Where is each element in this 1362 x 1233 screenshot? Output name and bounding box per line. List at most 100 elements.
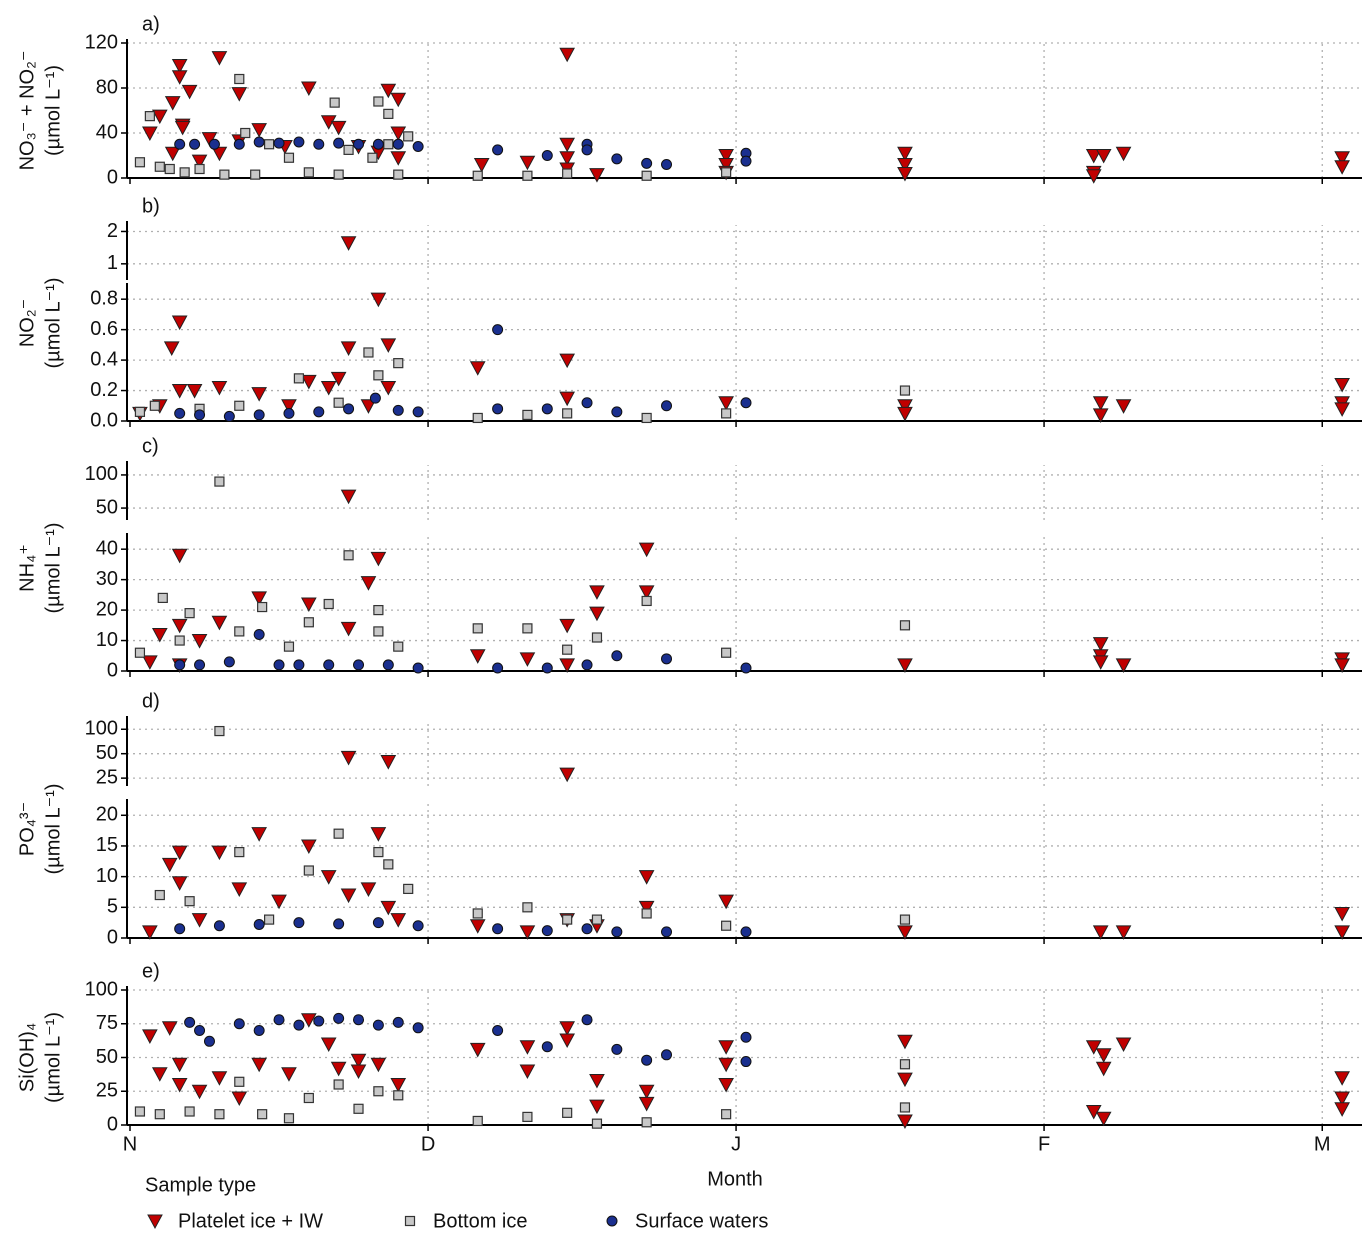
point — [581, 1014, 593, 1026]
point — [1085, 169, 1102, 184]
point — [234, 846, 245, 858]
point — [253, 409, 265, 421]
point — [340, 750, 357, 766]
point — [589, 1099, 605, 1115]
point — [171, 315, 188, 331]
point — [899, 914, 911, 925]
point — [472, 170, 483, 181]
y-tick-label: 80 — [96, 76, 118, 98]
point — [522, 409, 533, 421]
point — [899, 1102, 911, 1113]
point — [641, 412, 652, 424]
y-axis-label: Si(OH)₄ — [16, 1023, 38, 1092]
point — [211, 615, 228, 631]
point — [492, 403, 504, 415]
point — [340, 341, 357, 356]
y-tick-label: 40 — [96, 537, 118, 559]
point — [134, 406, 146, 417]
point — [184, 896, 195, 907]
point — [313, 138, 325, 150]
point — [393, 358, 404, 369]
point — [189, 138, 201, 150]
point — [370, 827, 387, 842]
point — [293, 917, 305, 929]
point — [333, 169, 344, 180]
point — [373, 370, 384, 381]
point — [154, 161, 165, 172]
point — [1334, 1091, 1350, 1107]
point — [897, 1072, 913, 1088]
point — [721, 1109, 732, 1120]
point — [1092, 408, 1109, 423]
point — [213, 920, 225, 932]
point — [293, 136, 305, 148]
y-tick-label: 0.8 — [90, 287, 118, 309]
point — [257, 601, 268, 613]
y-tick-label: 0 — [107, 1113, 118, 1135]
point — [372, 1019, 384, 1031]
point — [390, 913, 407, 928]
point — [293, 659, 305, 671]
y-tick-label: 50 — [96, 1046, 118, 1068]
point — [240, 127, 251, 139]
point — [350, 1064, 367, 1080]
point — [373, 96, 384, 107]
y-tick-label: 0 — [107, 166, 118, 188]
point — [134, 157, 146, 168]
point — [340, 621, 357, 637]
point — [211, 51, 228, 66]
point — [191, 913, 208, 928]
point — [641, 157, 653, 169]
point — [343, 144, 354, 155]
point — [661, 1049, 673, 1061]
point — [184, 1106, 195, 1117]
y-tick-label: 0 — [107, 659, 118, 681]
point — [581, 144, 593, 156]
point — [559, 137, 575, 153]
point — [519, 925, 536, 940]
point — [718, 158, 734, 173]
point — [1334, 377, 1350, 393]
point — [383, 108, 394, 119]
point — [559, 1021, 575, 1036]
point — [1334, 1102, 1350, 1117]
point — [330, 371, 347, 387]
point — [522, 1111, 533, 1123]
point — [589, 585, 605, 600]
point — [353, 1014, 365, 1026]
point — [273, 1014, 285, 1026]
point — [611, 1043, 623, 1055]
point — [559, 658, 575, 673]
legend-label: Bottom ice — [433, 1210, 527, 1232]
point — [392, 138, 404, 150]
point — [323, 598, 334, 610]
point — [661, 653, 673, 665]
point — [1334, 1071, 1350, 1086]
point — [323, 659, 335, 671]
point — [392, 1016, 404, 1028]
y-tick-label: 0.2 — [90, 379, 118, 401]
y-tick-label: 100 — [85, 718, 118, 740]
y-tick-label: 20 — [96, 598, 118, 620]
y-tick-label: 100 — [85, 463, 118, 485]
point — [231, 1091, 248, 1107]
x-tick-label: M — [1314, 1133, 1331, 1155]
point — [161, 857, 178, 873]
point — [174, 923, 186, 935]
point — [320, 381, 337, 396]
point — [611, 650, 623, 662]
point — [638, 1084, 655, 1100]
point — [718, 149, 734, 164]
point — [171, 384, 188, 399]
point — [273, 659, 285, 671]
legend-marker — [404, 1215, 416, 1227]
point — [283, 641, 295, 652]
point — [164, 96, 181, 111]
point — [301, 1013, 317, 1028]
point — [591, 1118, 603, 1129]
point — [661, 926, 673, 938]
point — [519, 652, 536, 667]
panel-label: d) — [142, 690, 160, 712]
point — [330, 1061, 347, 1077]
point — [412, 406, 424, 418]
